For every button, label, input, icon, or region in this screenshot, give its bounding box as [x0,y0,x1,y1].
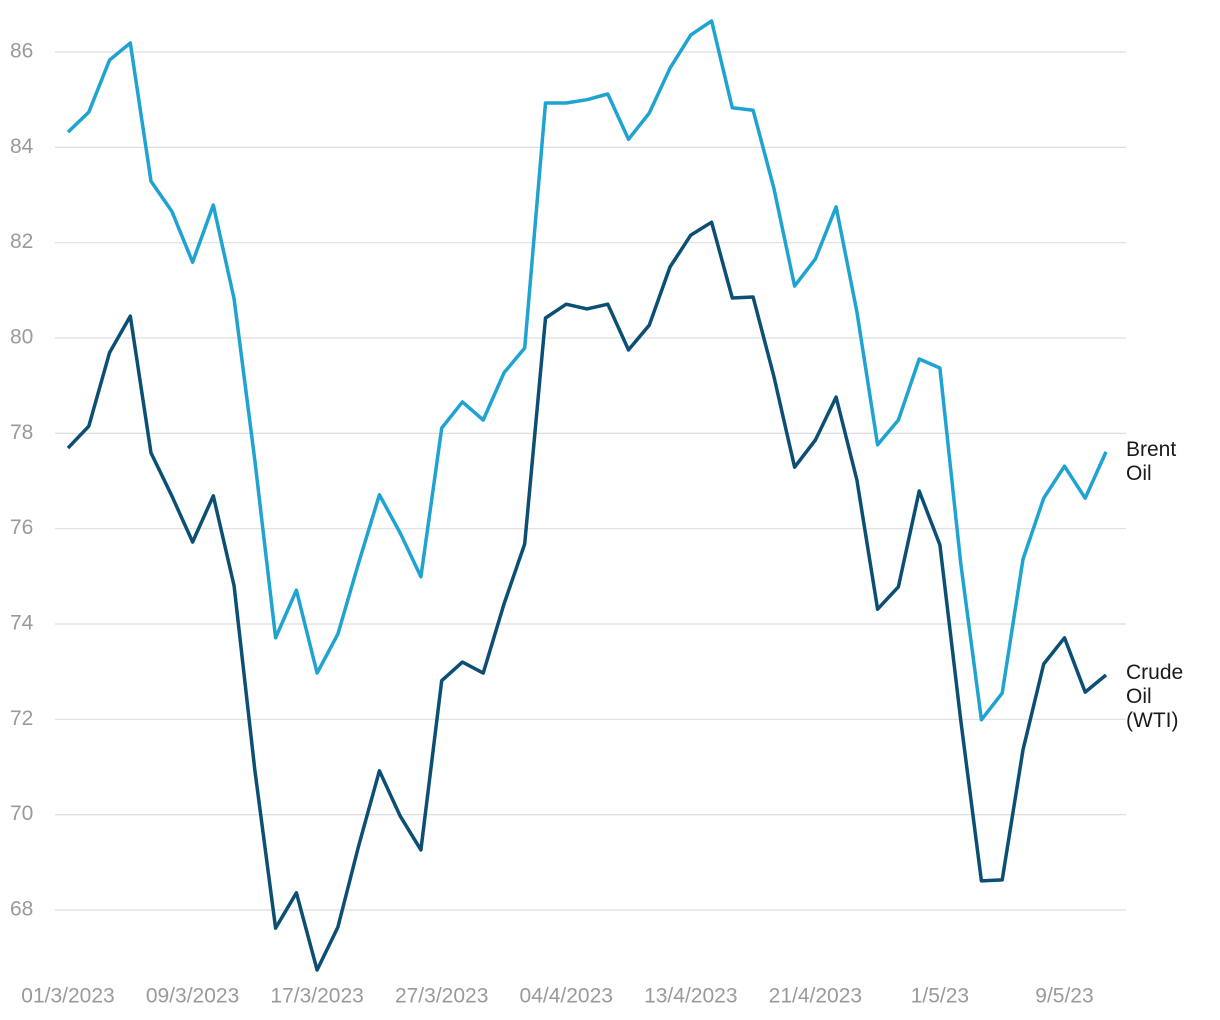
y-tick-label: 80 [10,326,33,349]
y-tick-label: 78 [10,421,33,444]
x-tick-label: 21/4/2023 [769,985,862,1008]
line-series [66,220,1108,972]
x-tick-label: 9/5/23 [1035,985,1093,1008]
y-tick-label: 82 [10,230,33,253]
y-tick-label: 68 [10,898,33,921]
y-tick-label: 70 [10,802,33,825]
x-tick-label: 04/4/2023 [520,985,613,1008]
x-tick-label: 27/3/2023 [395,985,488,1008]
x-tick-label: 1/5/23 [911,985,969,1008]
y-tick-label: 84 [10,135,34,158]
y-tick-label: 74 [10,612,34,635]
line-series [66,19,1108,722]
x-tick-label: 01/3/2023 [21,985,114,1008]
x-tick-label: 09/3/2023 [146,985,239,1008]
y-tick-label: 72 [10,707,33,730]
x-tick-label: 17/3/2023 [270,985,363,1008]
y-tick-label: 76 [10,516,33,539]
y-tick-label: 86 [10,40,33,63]
x-tick-label: 13/4/2023 [644,985,737,1008]
series-label: Brent Oil [1126,437,1177,485]
series-label: Crude Oil (WTI) [1126,660,1184,732]
